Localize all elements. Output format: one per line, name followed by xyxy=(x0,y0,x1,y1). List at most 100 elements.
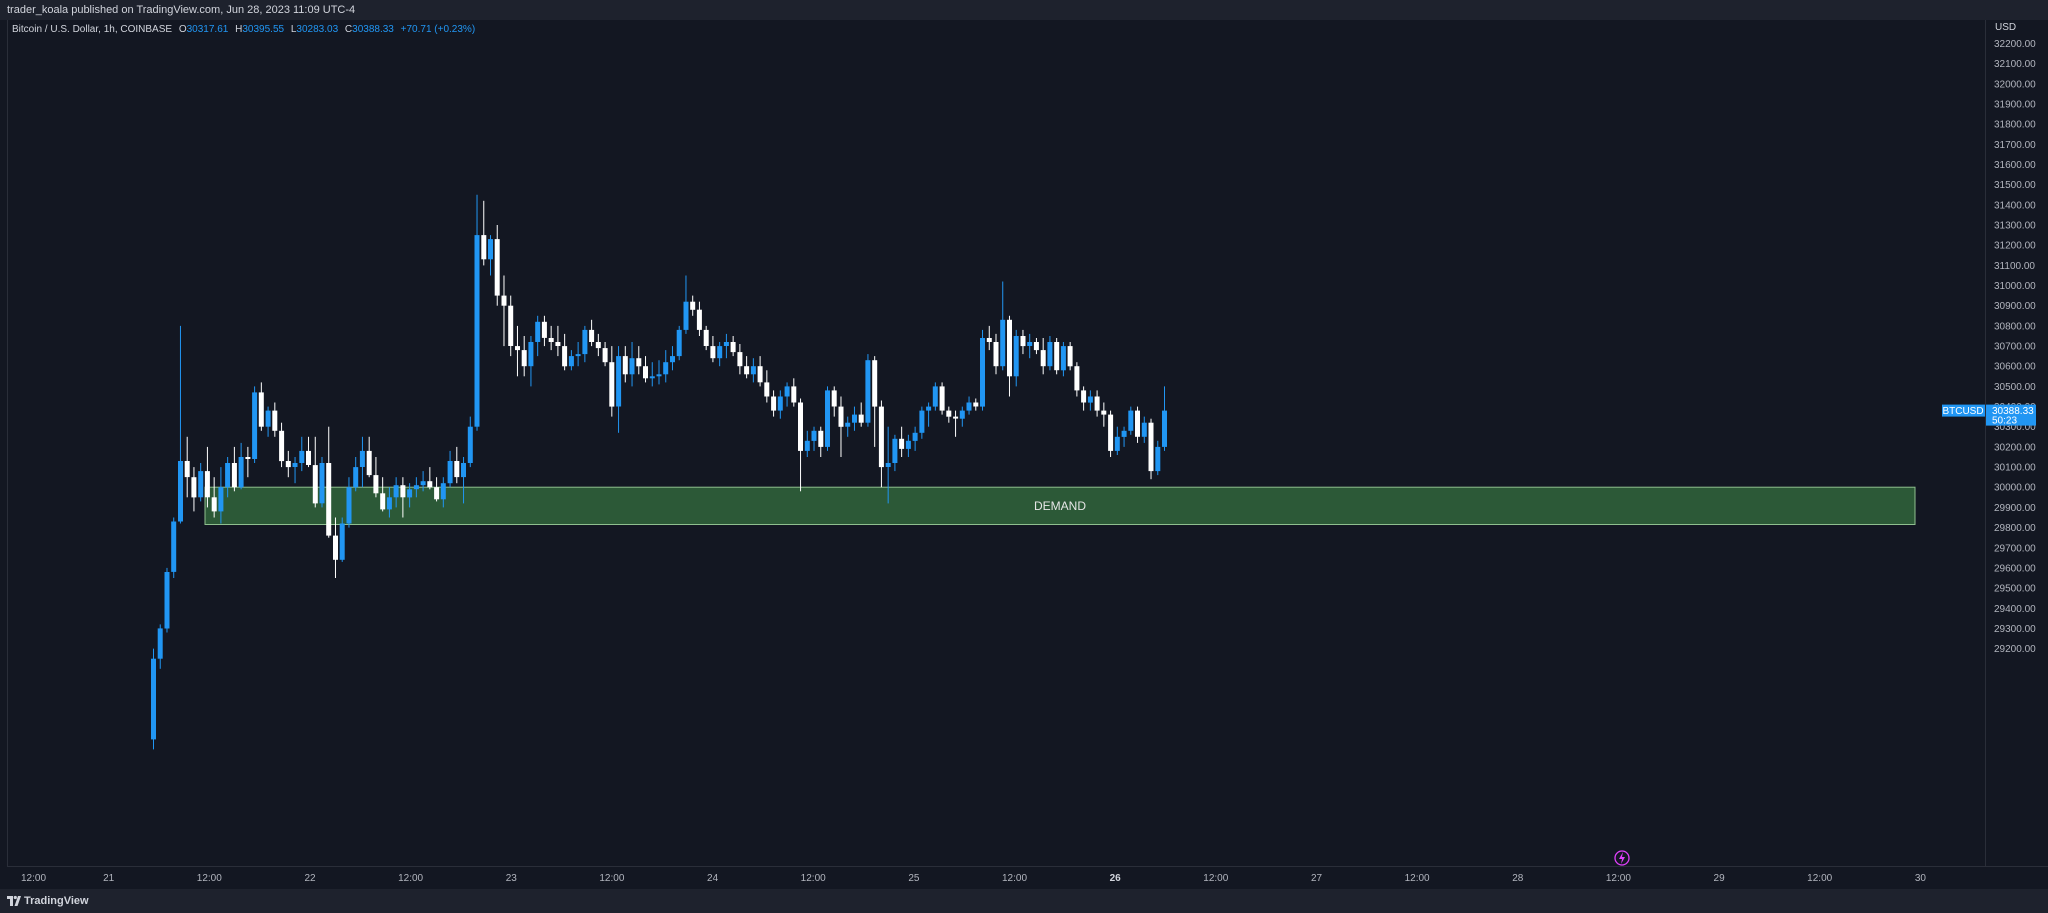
candle-body xyxy=(852,414,857,423)
candle-body xyxy=(1040,350,1046,367)
lightning-icon xyxy=(1619,852,1625,864)
legend-high-label: H xyxy=(235,24,243,35)
candle-body xyxy=(400,485,406,498)
footer-bar: TradingView xyxy=(0,889,2048,913)
candle-body xyxy=(292,463,298,467)
time-tick-label: 24 xyxy=(707,873,719,884)
legend-change: +70.71 (+0.23%) xyxy=(400,24,476,35)
candle-body xyxy=(373,475,379,494)
candle-body xyxy=(447,461,453,484)
candle-body xyxy=(966,402,972,411)
price-tick-label: 31800.00 xyxy=(1994,120,2036,131)
candle-body xyxy=(737,352,743,367)
candle-body xyxy=(481,235,487,260)
candle-body xyxy=(616,356,622,407)
candle-body xyxy=(1108,414,1114,451)
candle-body xyxy=(319,463,325,504)
demand-zone[interactable] xyxy=(204,486,1916,526)
candle-body xyxy=(791,386,797,403)
candle-body xyxy=(798,402,803,451)
candle-body xyxy=(157,628,163,659)
candle-body xyxy=(1007,319,1012,377)
candle-body xyxy=(690,301,696,310)
time-tick-label: 30 xyxy=(1915,873,1927,884)
time-tick-label: 12:00 xyxy=(1203,873,1228,884)
candle-body xyxy=(238,457,244,488)
price-tick-label: 29500.00 xyxy=(1994,584,2036,595)
candle-body xyxy=(393,485,399,498)
candle-body xyxy=(528,342,534,367)
candle-body xyxy=(703,329,709,346)
candle-body xyxy=(932,386,938,407)
time-tick-label: 12:00 xyxy=(1002,873,1027,884)
candle-body xyxy=(1013,336,1019,377)
candle-body xyxy=(548,338,554,342)
candle-body xyxy=(953,416,959,419)
time-tick-label: 12:00 xyxy=(1405,873,1430,884)
candle-body xyxy=(265,410,271,427)
candle-body xyxy=(784,386,790,397)
price-tick-label: 29900.00 xyxy=(1994,503,2036,514)
last-price-label: 30388.33 xyxy=(1992,406,2034,417)
footer-brand: TradingView xyxy=(24,895,89,907)
time-tick-label: 21 xyxy=(103,873,115,884)
candle-body xyxy=(346,487,352,524)
time-tick-label: 28 xyxy=(1512,873,1524,884)
legend-close-label: C xyxy=(344,24,353,35)
candle-body xyxy=(589,329,595,342)
price-tick-label: 30900.00 xyxy=(1994,301,2036,312)
candle-body xyxy=(831,390,837,407)
candle-body xyxy=(1067,346,1073,367)
candle-body xyxy=(413,485,419,490)
pane-border-left xyxy=(7,20,8,867)
candle-body xyxy=(1101,410,1107,415)
price-tick-label: 29800.00 xyxy=(1994,523,2036,534)
price-tick-label: 30600.00 xyxy=(1994,362,2036,373)
time-tick-label: 12:00 xyxy=(21,873,46,884)
candle-body xyxy=(710,346,716,359)
price-tick-label: 31400.00 xyxy=(1994,200,2036,211)
candle-body xyxy=(602,348,608,363)
candle-body xyxy=(1148,422,1154,472)
candle-body xyxy=(858,414,864,423)
candle-body xyxy=(474,235,480,427)
candle-body xyxy=(1060,346,1066,371)
candle-body xyxy=(1047,342,1053,367)
legend-high-value: 30395.55 xyxy=(242,24,285,35)
time-tick-label: 12:00 xyxy=(1606,873,1631,884)
candle-body xyxy=(649,376,655,379)
last-price-tag xyxy=(1986,404,2036,426)
candle-body xyxy=(919,410,925,433)
candle-body xyxy=(508,305,514,346)
candle-body xyxy=(515,346,520,351)
candle-body xyxy=(420,481,426,486)
event-marker-icon[interactable] xyxy=(1614,850,1630,866)
candle-body xyxy=(359,450,365,467)
candle-body xyxy=(521,350,527,367)
candle-body xyxy=(494,239,500,296)
currency-label[interactable]: USD xyxy=(1995,22,2017,33)
candle-body xyxy=(299,450,305,463)
time-tick-label: 26 xyxy=(1110,873,1122,884)
candle-body xyxy=(622,356,628,375)
candle-body xyxy=(1114,436,1120,451)
candle-body xyxy=(1020,336,1026,347)
time-tick-label: 12:00 xyxy=(801,873,826,884)
price-tick-label: 29200.00 xyxy=(1994,644,2036,655)
publisher-text: trader_koala published on TradingView.co… xyxy=(7,4,356,16)
candle-body xyxy=(730,342,736,353)
candle-body xyxy=(912,432,918,441)
candle-body xyxy=(905,440,911,449)
candle-body xyxy=(757,366,763,383)
candle-body xyxy=(272,410,278,431)
candle-body xyxy=(440,483,446,500)
time-tick-label: 25 xyxy=(908,873,920,884)
candle-body xyxy=(562,346,568,367)
candle-body xyxy=(878,406,884,468)
candle-body xyxy=(198,471,204,498)
candle-body xyxy=(1135,410,1140,437)
price-tick-label: 31600.00 xyxy=(1994,160,2036,171)
candle-body xyxy=(204,471,210,498)
candle-body xyxy=(892,438,898,463)
